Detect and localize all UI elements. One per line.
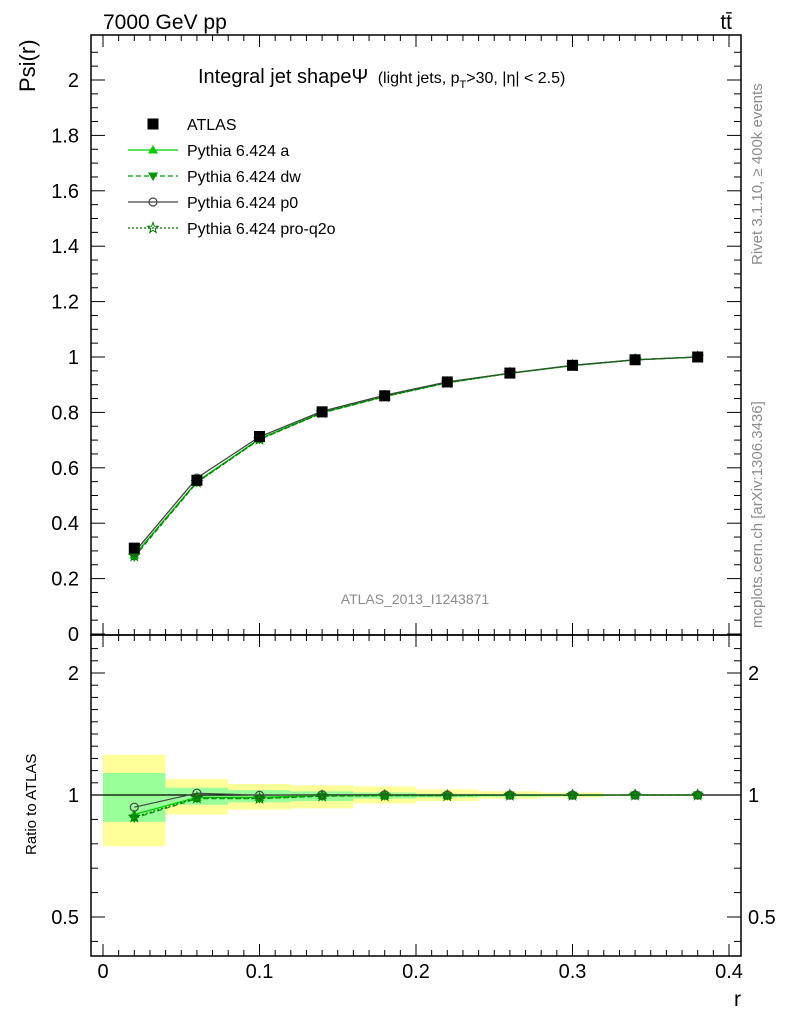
data-point xyxy=(504,367,516,379)
energy-label: 7000 GeV pp xyxy=(103,11,227,34)
data-point xyxy=(254,430,265,442)
ratio-series-point xyxy=(315,789,329,802)
legend-marker-atlas xyxy=(147,118,159,130)
ratio-series-point xyxy=(378,788,392,802)
chart-title-main: Integral jet shapeΨ xyxy=(198,66,368,88)
ratio-series-point xyxy=(693,790,703,800)
data-point xyxy=(692,351,704,363)
main-plot-series xyxy=(127,350,705,562)
y-tick-label-right: 2 xyxy=(748,663,759,685)
series-point xyxy=(127,548,141,562)
legend-label-atlas: ATLAS xyxy=(187,117,237,134)
data-point xyxy=(128,542,140,554)
y-tick-label: 1.4 xyxy=(51,236,79,258)
legend-label: Pythia 6.424 pro-q2o xyxy=(187,221,336,238)
ratio-series-point xyxy=(254,790,265,800)
y-tick-label: 2 xyxy=(68,70,79,92)
legend-marker xyxy=(148,145,158,154)
legend-label: Pythia 6.424 dw xyxy=(187,169,301,186)
main-y-axis-title: Psi(r) xyxy=(15,39,40,92)
data-point xyxy=(441,376,453,388)
legend: ATLAS Pythia 6.424 a Pythia 6.424 dw Pythia… xyxy=(128,117,336,238)
y-tick-label-right: 1 xyxy=(748,785,759,807)
ratio-series-point xyxy=(691,788,705,801)
y-tick-label: 1.8 xyxy=(51,125,79,147)
y-tick-label: 0.8 xyxy=(51,402,79,424)
data-point xyxy=(567,359,578,371)
ratio-series-point xyxy=(192,788,202,798)
y-tick-label-right: 0.5 xyxy=(748,907,776,929)
ratio-y-axis-title: Ratio to ATLAS xyxy=(23,754,40,855)
chart-title-post: >30, |η| < 2.5) xyxy=(466,70,565,87)
chart-title: Integral jet shapeΨ (light jets, pT>30, … xyxy=(198,66,565,91)
ratio-series-point xyxy=(503,788,517,801)
ratio-series-point xyxy=(628,788,642,801)
x-axis-title: r xyxy=(734,988,741,1011)
ratio-series-point xyxy=(630,790,640,800)
legend-marker xyxy=(146,221,160,234)
y-tick-label: 1.2 xyxy=(51,292,79,314)
ratio-plot-series xyxy=(127,788,705,824)
mcplots-label: mcplots.cern.ch [arXiv:1306.3436] xyxy=(749,401,766,628)
ratio-series-point xyxy=(565,788,580,801)
ratio-series-line xyxy=(134,794,698,818)
x-tick-label: 0.3 xyxy=(559,961,587,983)
y-tick-label: 0.2 xyxy=(51,569,79,591)
legend-label: Pythia 6.424 a xyxy=(187,143,289,160)
data-point xyxy=(629,354,641,366)
y-tick-label: 2 xyxy=(68,663,79,685)
ratio-series-point xyxy=(127,810,141,823)
x-tick-label: 0 xyxy=(97,961,108,983)
series-line xyxy=(133,356,698,556)
process-label: tt̄ xyxy=(720,11,732,34)
series-line xyxy=(133,356,698,553)
y-tick-label: 1 xyxy=(68,785,79,807)
ratio-series-point xyxy=(190,790,204,804)
x-tick-label: 0.2 xyxy=(402,961,430,983)
y-tick-label: 0 xyxy=(68,624,79,646)
data-point xyxy=(379,390,391,402)
y-tick-label: 1 xyxy=(68,347,79,369)
legend-label: Pythia 6.424 p0 xyxy=(187,195,298,212)
y-tick-label: 1.6 xyxy=(51,181,79,203)
rivet-label: Rivet 3.1.10, ≥ 400k events xyxy=(749,83,766,265)
legend-marker xyxy=(148,172,158,181)
ratio-series-point xyxy=(440,788,454,802)
data-point xyxy=(316,406,328,418)
y-tick-label: 0.5 xyxy=(51,907,79,929)
series-line xyxy=(133,356,698,557)
series-line xyxy=(133,356,698,558)
x-tick-label: 0.1 xyxy=(246,961,274,983)
legend-marker xyxy=(148,197,158,207)
chart-title-sub: T xyxy=(460,79,467,91)
ratio-series-point xyxy=(252,791,267,805)
y-tick-label: 0.4 xyxy=(51,513,79,535)
y-tick-label: 0.6 xyxy=(51,458,79,480)
analysis-watermark: ATLAS_2013_I1243871 xyxy=(341,591,490,607)
chart-title-pre: (light jets, p xyxy=(378,70,460,87)
x-tick-label: 0.4 xyxy=(715,961,743,983)
ratio-series-point xyxy=(191,795,202,804)
data-point xyxy=(191,474,203,486)
